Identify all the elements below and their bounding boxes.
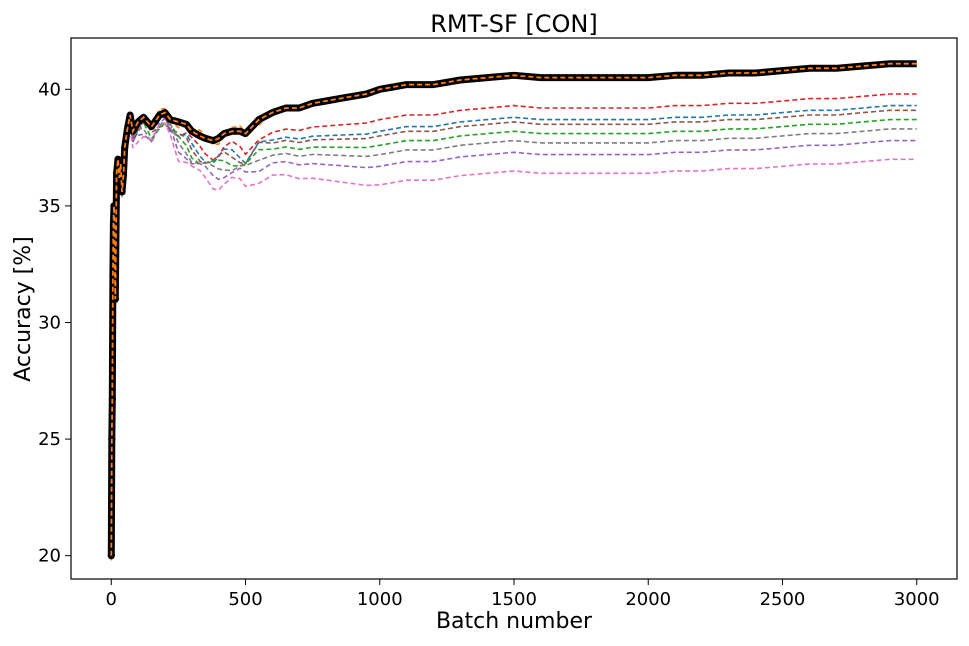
dashed-series-line (110, 93, 917, 558)
x-axis-title: Batch number (436, 609, 593, 634)
x-tick-label: 1500 (491, 589, 537, 610)
dashed-series-line (110, 117, 917, 560)
x-tick-label: 0 (106, 589, 117, 610)
x-tick-label: 500 (228, 589, 262, 610)
x-tick-label: 2500 (760, 589, 806, 610)
y-tick-label: 40 (38, 79, 61, 100)
marker-layer (107, 60, 917, 560)
y-tick-label: 30 (38, 312, 61, 333)
x-tick-label: 2000 (625, 589, 671, 610)
dashed-series-line (110, 118, 917, 559)
series-layer (110, 62, 917, 561)
dashed-series-line (110, 118, 917, 559)
plot-area-frame (70, 37, 958, 580)
x-axis: 0 500 1000 1500 2000 2500 3000 (106, 579, 940, 610)
y-axis: 20 25 30 35 40 (38, 79, 71, 567)
chart-title: RMT-SF [CON] (430, 10, 598, 38)
dashed-series-line (110, 62, 917, 556)
y-axis-title: Accuracy [%] (11, 236, 36, 382)
y-tick-label: 35 (38, 196, 61, 217)
x-tick-label: 3000 (894, 589, 940, 610)
dashed-series-line (110, 122, 917, 561)
y-tick-label: 20 (38, 546, 61, 567)
main-series-trace (107, 60, 917, 556)
top-series-overlay (110, 62, 917, 556)
x-tick-label: 1000 (357, 589, 403, 610)
y-tick-label: 25 (38, 429, 61, 450)
